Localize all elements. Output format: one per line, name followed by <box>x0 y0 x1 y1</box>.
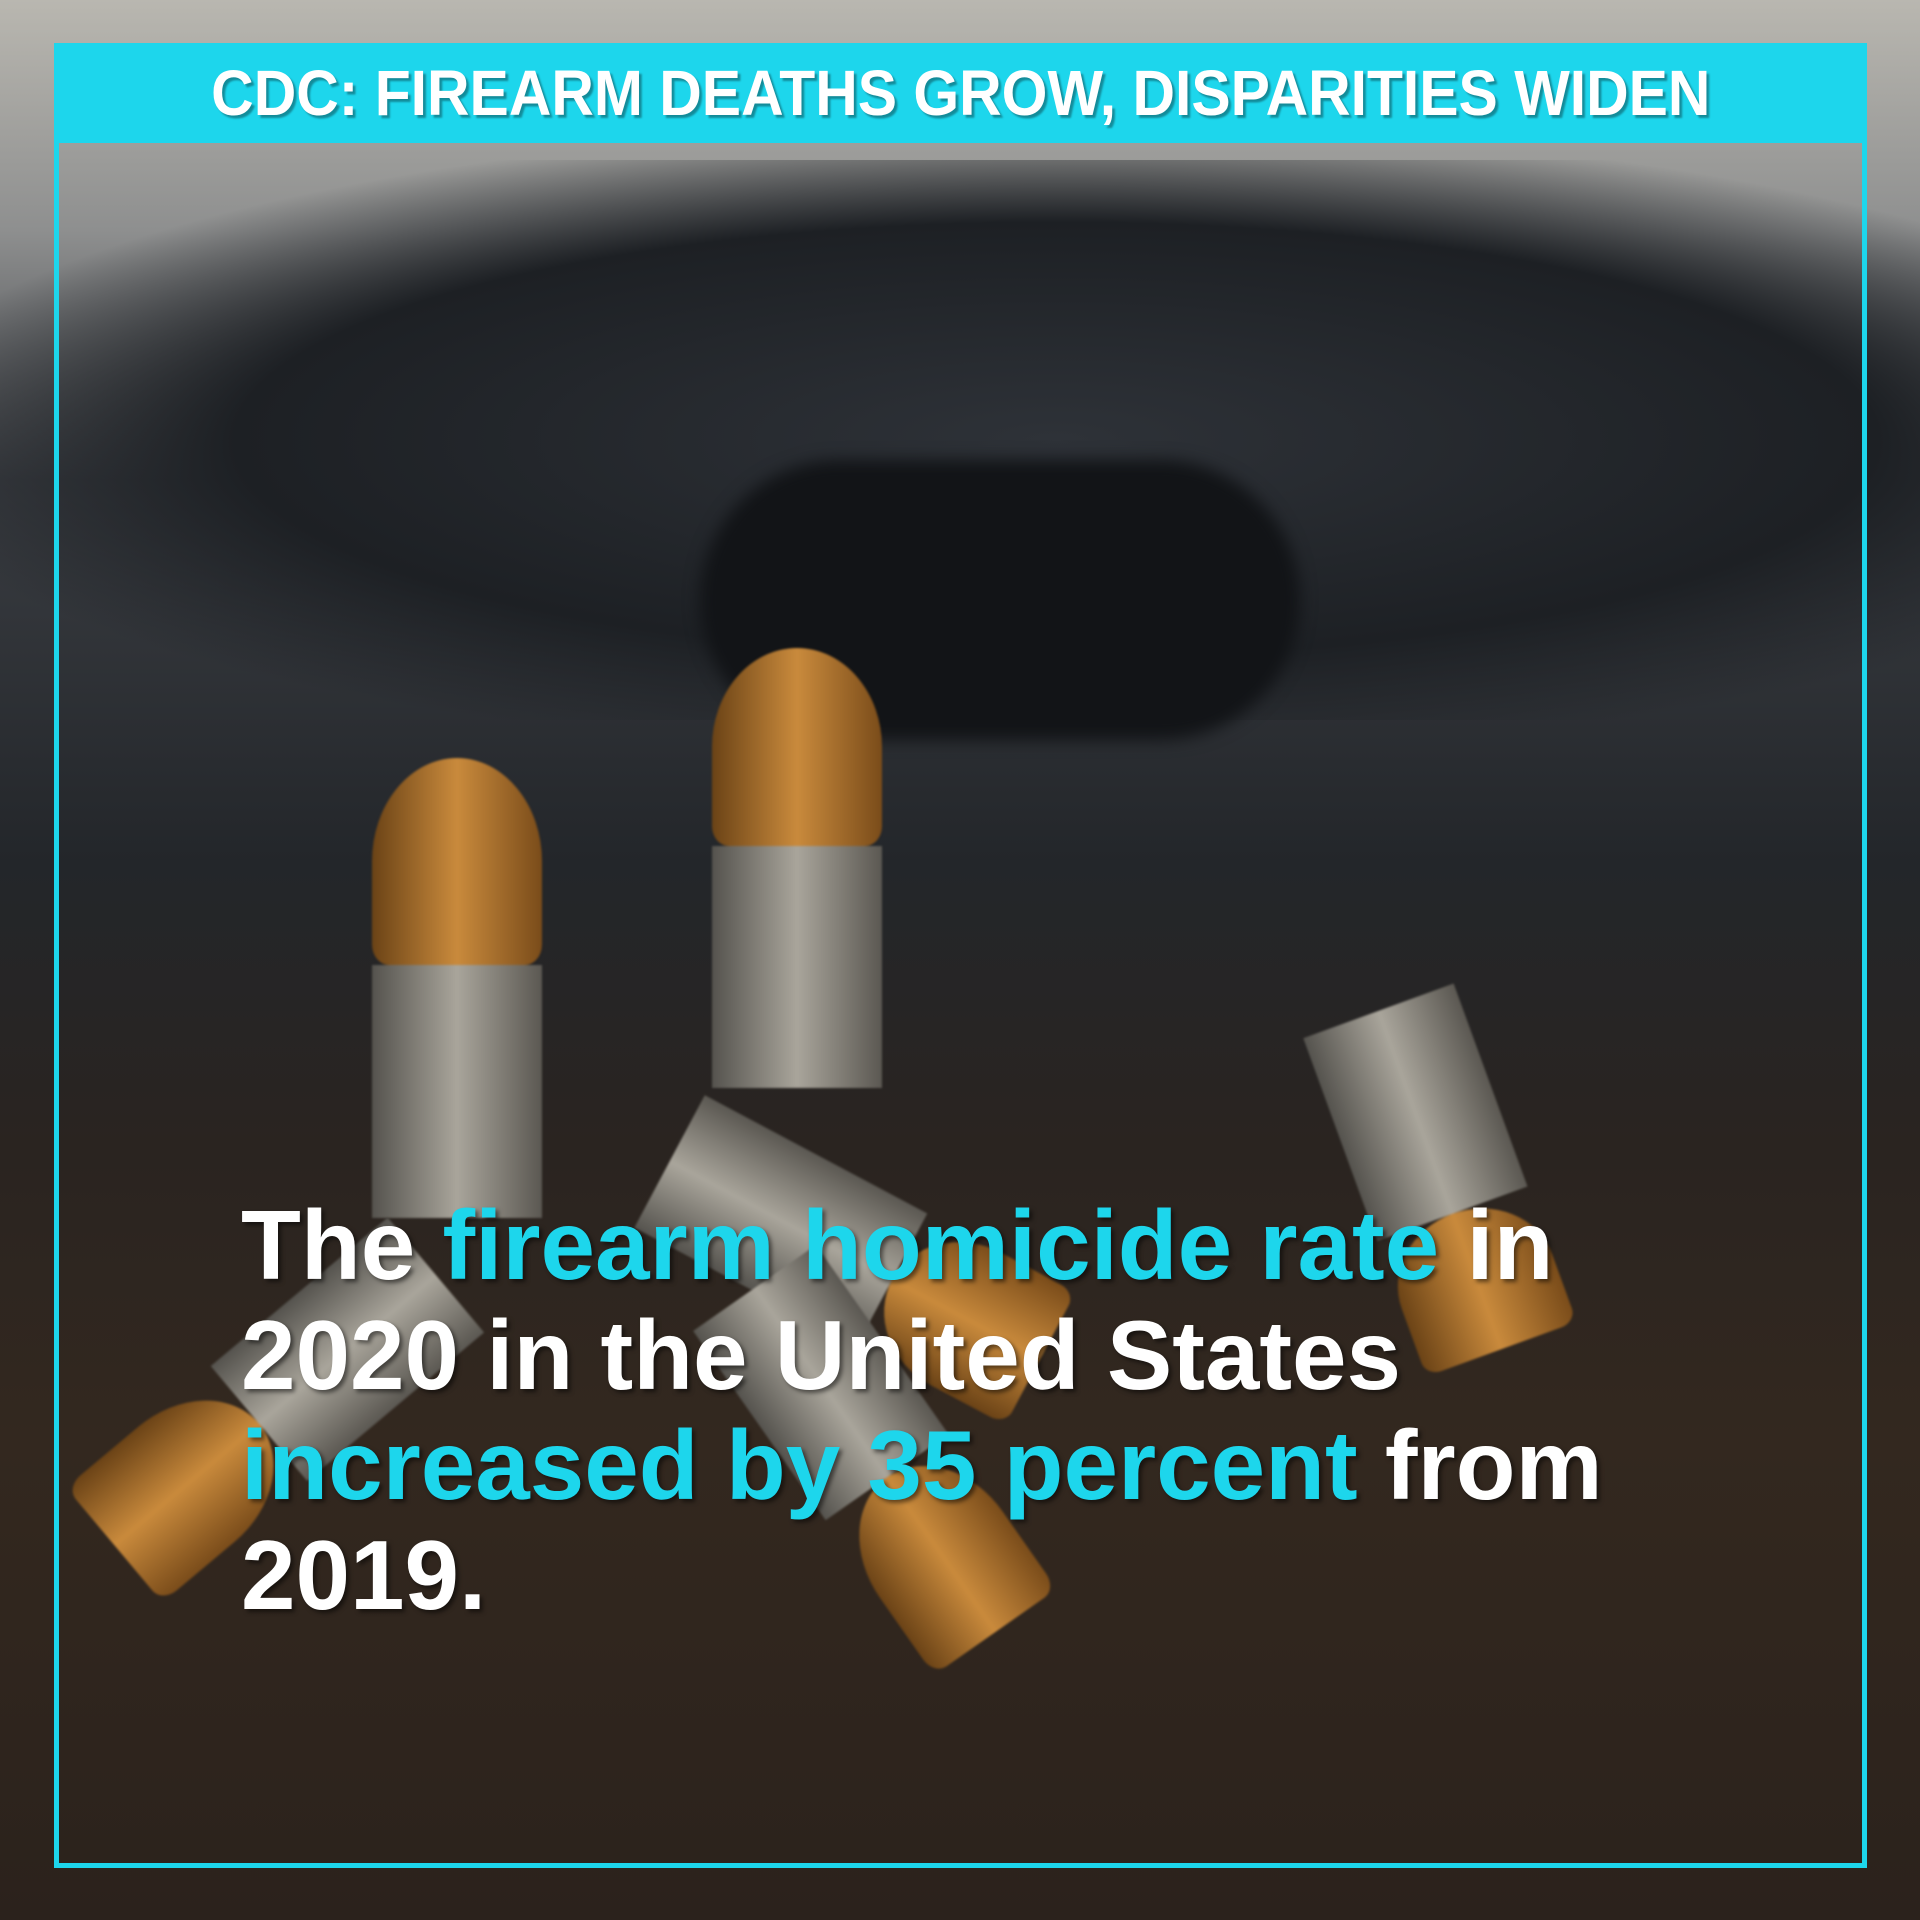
caption-highlight: firearm homicide rate <box>442 1190 1440 1300</box>
caption-text: The firearm homicide rate in 2020 in the… <box>241 1190 1741 1630</box>
caption-part: in 2020 in the United States <box>241 1190 1554 1410</box>
accent-frame <box>54 140 1867 1868</box>
handgun-image <box>0 160 1920 740</box>
caption-highlight: increased by 35 percent <box>241 1410 1358 1520</box>
caption-part: The <box>241 1190 443 1300</box>
bullet-image <box>712 648 882 1088</box>
headline-banner: CDC: FIREARM DEATHS GROW, DISPARITIES WI… <box>54 43 1867 143</box>
bullet-image <box>372 758 542 1218</box>
caption-part: from 2019. <box>241 1410 1603 1630</box>
headline-title: CDC: FIREARM DEATHS GROW, DISPARITIES WI… <box>210 57 1711 129</box>
